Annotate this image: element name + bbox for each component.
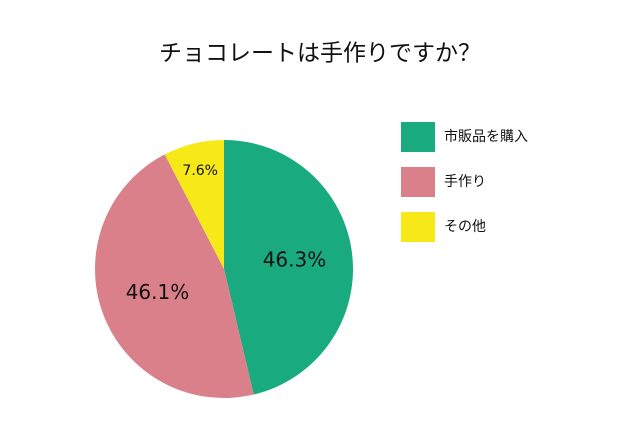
- data-label: 7.6%: [182, 163, 218, 179]
- legend-swatch: [401, 167, 435, 197]
- legend-swatch: [401, 212, 435, 242]
- pie-slice: [95, 154, 254, 398]
- pie-slice: [164, 140, 224, 269]
- legend-swatch: [401, 122, 435, 152]
- pie-slice: [224, 140, 353, 395]
- data-label: 46.1%: [126, 280, 190, 304]
- chart-title: チョコレートは手作りですか？: [159, 41, 481, 67]
- data-label: 46.3%: [263, 247, 327, 271]
- legend-label: 手作り: [444, 174, 486, 190]
- legend-label: 市販品を購入: [444, 128, 528, 145]
- legend-label: その他: [444, 219, 486, 235]
